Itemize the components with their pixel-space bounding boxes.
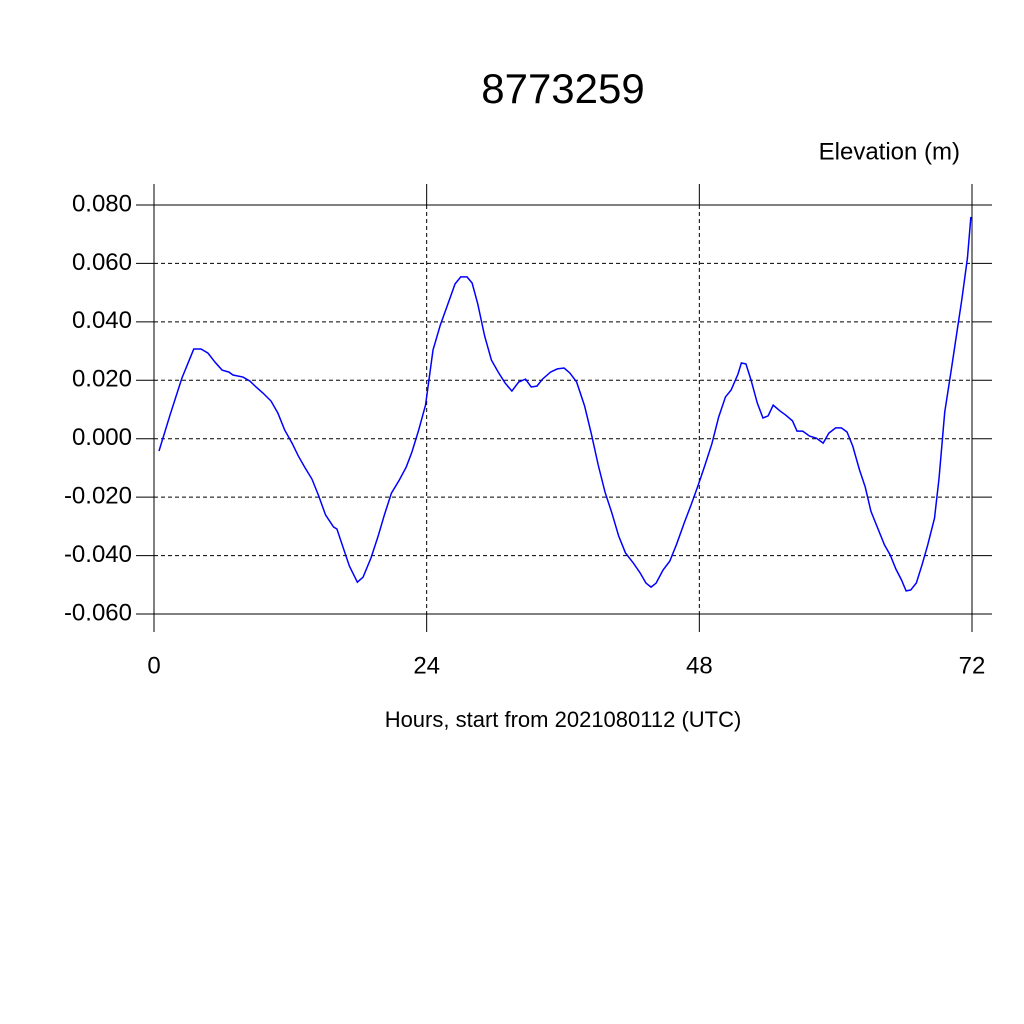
y-tick-label: -0.020 [64,482,132,509]
x-tick-label: 72 [959,652,986,679]
y-tick-label: 0.060 [72,249,132,276]
y-tick-label: 0.000 [72,424,132,451]
x-tick-label: 0 [147,652,160,679]
data-line [158,216,972,592]
y-tick-label: 0.040 [72,307,132,334]
y-tick-label: 0.080 [72,190,132,217]
chart-title: 8773259 [481,65,645,112]
y-tick-label: 0.020 [72,366,132,393]
y-tick-label: -0.060 [64,599,132,626]
y-tick-label: -0.040 [64,541,132,568]
x-axis-label: Hours, start from 2021080112 (UTC) [385,707,742,732]
x-tick-label: 24 [413,652,440,679]
y-axis-label: Elevation (m) [819,138,960,165]
x-tick-label: 48 [686,652,713,679]
